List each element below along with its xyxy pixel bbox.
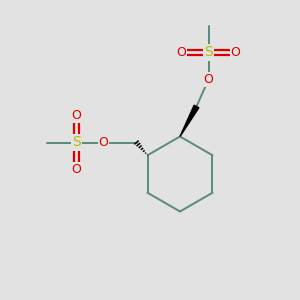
Text: O: O [72,163,81,176]
Text: S: S [204,46,213,59]
Text: S: S [72,136,81,149]
Text: O: O [72,109,81,122]
Polygon shape [180,105,199,136]
Text: O: O [177,46,186,59]
Text: O: O [204,73,213,86]
Text: O: O [99,136,108,149]
Text: O: O [231,46,240,59]
